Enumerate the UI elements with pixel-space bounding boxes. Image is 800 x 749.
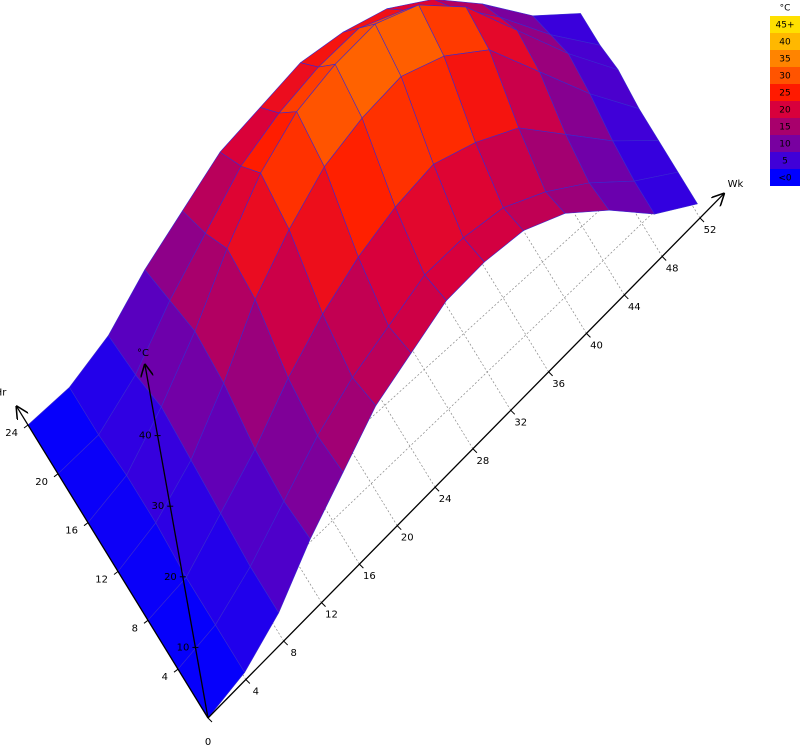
x-axis-label: Wk (728, 179, 744, 190)
x-tick-label: 12 (325, 610, 338, 621)
legend-label: 35 (779, 55, 790, 65)
y-axis (17, 407, 209, 719)
z-axis (145, 365, 209, 719)
x-tick-label: 44 (628, 302, 641, 313)
y-axis-label: Hr (0, 388, 7, 399)
x-tick (396, 525, 402, 531)
x-tick (623, 294, 629, 300)
y-tick-label: 4 (162, 672, 168, 683)
legend-swatch (770, 16, 800, 33)
z-tick-label: 40 (139, 431, 152, 442)
legend-swatch (770, 67, 800, 84)
x-tick-label: 0 (205, 737, 211, 748)
z-tick-label: 20 (164, 572, 177, 583)
x-tick (510, 409, 516, 415)
x-tick (548, 371, 553, 377)
x-tick-label: 20 (401, 533, 414, 544)
x-tick (207, 717, 213, 723)
legend-swatch (770, 169, 800, 186)
y-tick-label: 12 (95, 575, 108, 586)
x-tick-label: 32 (514, 417, 527, 428)
legend: °C 45+ 40 35 30 25 20 15 10 5 <0 (770, 4, 800, 186)
legend-swatch (770, 152, 800, 169)
z-tick-label: 10 (177, 642, 190, 653)
x-tick (359, 563, 364, 569)
grid-line (147, 154, 662, 621)
legend-label: 5 (782, 157, 788, 167)
legend-label: 10 (779, 140, 791, 150)
x-tick-label: 28 (477, 456, 490, 467)
legend-title: °C (780, 4, 791, 14)
y-tick-label: 16 (65, 526, 78, 537)
y-tick (83, 522, 89, 527)
x-tick-label: 24 (439, 494, 452, 505)
x-tick-label: 8 (291, 648, 297, 659)
x-tick (472, 448, 478, 454)
y-tick-label: 24 (5, 428, 18, 439)
legend-label: 15 (779, 123, 790, 133)
x-tick (434, 486, 440, 492)
x-tick-label: 48 (666, 263, 679, 274)
y-tick (23, 424, 29, 429)
legend-label: 25 (779, 89, 790, 99)
y-tick (53, 473, 59, 478)
y-tick-label: 8 (132, 623, 138, 634)
legend-swatch (770, 101, 800, 118)
z-tick-label: 30 (151, 501, 164, 512)
y-tick (143, 619, 149, 624)
x-tick (699, 217, 705, 223)
x-tick (661, 256, 667, 261)
x-tick (245, 679, 251, 684)
legend-swatch (770, 33, 800, 50)
x-axis (207, 194, 724, 719)
y-tick-label: 20 (35, 477, 48, 488)
x-tick (321, 602, 326, 607)
legend-swatch (770, 118, 800, 135)
x-tick-label: 16 (363, 571, 376, 582)
legend-label: 40 (779, 38, 791, 48)
legend-swatch (770, 84, 800, 101)
legend-label: 30 (779, 72, 791, 82)
x-tick-label: 4 (253, 687, 259, 698)
y-tick (173, 668, 179, 673)
surface (27, 0, 698, 719)
y-tick (113, 571, 119, 575)
axes: WkHr°C0481216202428323640444852481216202… (0, 179, 744, 748)
legend-label: 45+ (776, 21, 795, 31)
legend-label: <0 (778, 174, 792, 184)
z-axis-label: °C (137, 348, 149, 359)
x-tick (283, 640, 289, 646)
x-tick (586, 333, 591, 338)
legend-swatch (770, 50, 800, 67)
x-tick-label: 52 (704, 225, 717, 236)
legend-label: 20 (779, 106, 791, 116)
x-tick-label: 40 (590, 340, 603, 351)
legend-swatch (770, 135, 800, 152)
x-tick-label: 36 (552, 379, 565, 390)
